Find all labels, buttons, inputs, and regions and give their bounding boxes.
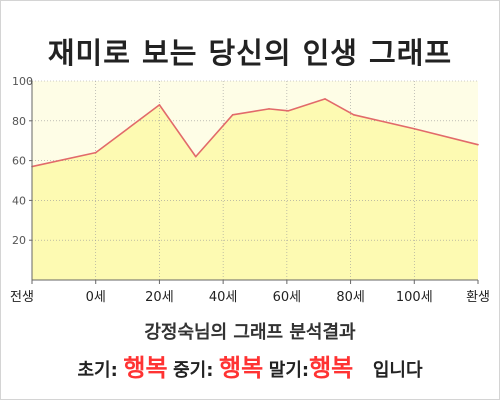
y-tick-label: 80 (12, 115, 26, 128)
ending-text: 입니다 (372, 360, 423, 381)
data-point (231, 114, 234, 116)
data-point (324, 98, 326, 100)
x-tick-label: 60세 (273, 290, 302, 305)
data-point (268, 108, 270, 110)
data-point (413, 127, 416, 130)
x-tick-label: 100세 (396, 290, 433, 305)
late-value: 행복 (309, 354, 354, 382)
x-tick-label: 전생 (10, 290, 34, 305)
x-tick-label: 80세 (336, 290, 365, 305)
page-title: 재미로 보는 당신의 인생 그래프 (47, 36, 453, 70)
early-value: 행복 (123, 354, 168, 382)
data-point (287, 110, 289, 112)
middle-value: 행복 (219, 354, 264, 382)
area-fill (32, 98, 478, 280)
data-point (194, 155, 197, 158)
early-label: 초기: (77, 360, 118, 381)
y-tick-label: 100 (12, 75, 33, 88)
x-tick-label: 40세 (209, 290, 238, 305)
data-point (477, 143, 479, 146)
y-tick-label: 40 (12, 194, 26, 207)
middle-label: 중기: (173, 360, 214, 381)
y-tick-label: 60 (12, 155, 26, 168)
x-tick-label: 환생 (466, 290, 490, 305)
data-point (158, 104, 161, 106)
analysis-subtitle: 강정숙님의 그래프 분석결과 (144, 322, 356, 343)
x-tick-label: 20세 (145, 290, 174, 305)
data-point (94, 151, 97, 154)
data-point (352, 114, 355, 116)
y-tick-label: 20 (12, 234, 26, 247)
analysis-result: 초기: 행복 중기: 행복 말기:행복 입니다 (0, 348, 500, 383)
x-tick-label: 0세 (86, 290, 106, 305)
late-label: 말기: (268, 360, 310, 381)
